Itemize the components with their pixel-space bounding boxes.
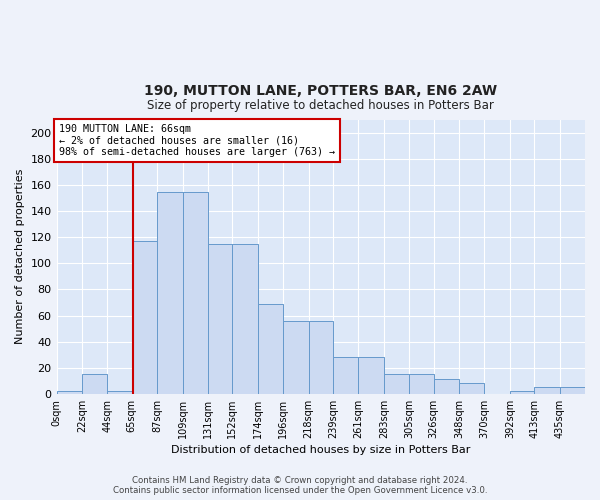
Bar bbox=[560, 388, 585, 394]
Text: Size of property relative to detached houses in Potters Bar: Size of property relative to detached ho… bbox=[148, 98, 494, 112]
Bar bbox=[157, 192, 182, 394]
Bar bbox=[283, 320, 308, 394]
Bar bbox=[358, 358, 384, 394]
Bar bbox=[258, 304, 283, 394]
Bar bbox=[409, 374, 434, 394]
Bar bbox=[232, 244, 258, 394]
Bar bbox=[384, 374, 409, 394]
Bar bbox=[182, 192, 208, 394]
Y-axis label: Number of detached properties: Number of detached properties bbox=[15, 169, 25, 344]
Bar bbox=[308, 320, 333, 394]
Bar bbox=[107, 391, 132, 394]
Bar bbox=[510, 391, 534, 394]
Text: Contains HM Land Registry data © Crown copyright and database right 2024.
Contai: Contains HM Land Registry data © Crown c… bbox=[113, 476, 487, 495]
Text: 190, MUTTON LANE, POTTERS BAR, EN6 2AW: 190, MUTTON LANE, POTTERS BAR, EN6 2AW bbox=[144, 84, 497, 98]
Bar bbox=[534, 388, 560, 394]
Bar bbox=[333, 358, 358, 394]
X-axis label: Distribution of detached houses by size in Potters Bar: Distribution of detached houses by size … bbox=[171, 445, 470, 455]
Bar bbox=[132, 241, 157, 394]
Bar bbox=[459, 384, 484, 394]
Bar bbox=[82, 374, 107, 394]
Bar bbox=[208, 244, 232, 394]
Bar bbox=[434, 380, 459, 394]
Text: 190 MUTTON LANE: 66sqm
← 2% of detached houses are smaller (16)
98% of semi-deta: 190 MUTTON LANE: 66sqm ← 2% of detached … bbox=[59, 124, 335, 157]
Bar bbox=[56, 391, 82, 394]
